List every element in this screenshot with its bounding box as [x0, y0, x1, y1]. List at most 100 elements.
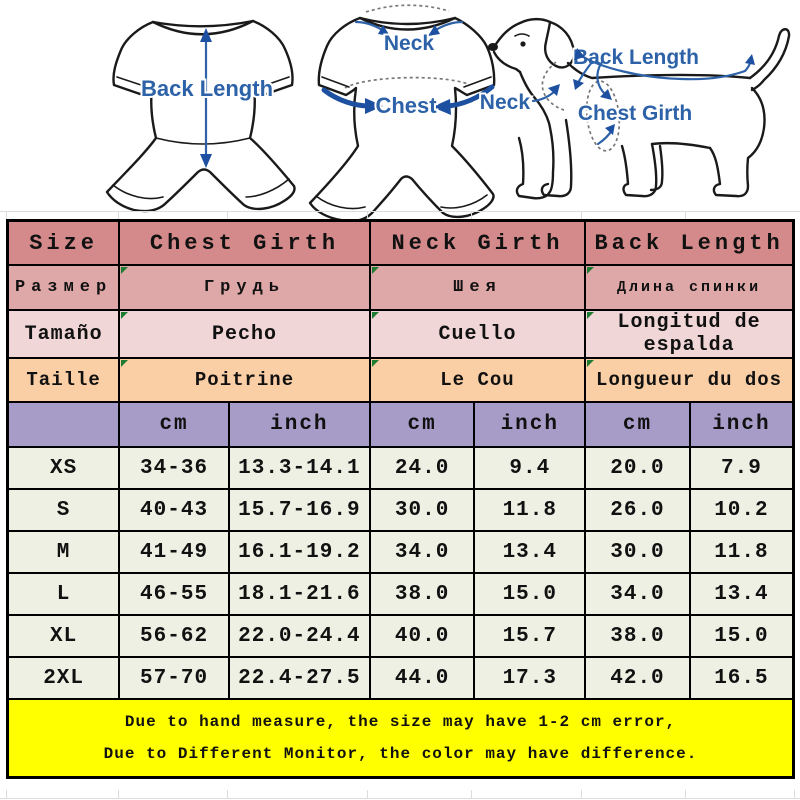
dog-back-length-label: Back Length: [573, 46, 699, 69]
header-chest-girth: Chest Girth: [118, 219, 371, 266]
back-cm-header: cm: [584, 401, 691, 448]
cell-back-inch: 16.5: [688, 656, 795, 700]
cell-neck-inch: 13.4: [473, 530, 587, 574]
grid-line: [581, 211, 582, 220]
size-row-xs: XS 34-36 13.3-14.1 24.0 9.4 20.0 7.9: [6, 446, 795, 490]
size-row-l: L 46-55 18.1-21.6 38.0 15.0 34.0 13.4: [6, 572, 795, 616]
grid-line: [471, 211, 472, 220]
cell-chest-inch: 18.1-21.6: [227, 572, 371, 616]
grid-line: [581, 790, 582, 799]
cell-back-cm: 38.0: [584, 614, 691, 658]
disclaimer-cell: Due to hand measure, the size may have 1…: [6, 698, 795, 779]
cell-size: S: [6, 488, 121, 532]
french-chest: Poitrine: [118, 357, 371, 403]
back-inch-header: inch: [688, 401, 795, 448]
grid-line: [6, 790, 7, 799]
cell-neck-cm: 30.0: [368, 488, 476, 532]
cell-size: XS: [6, 446, 121, 490]
french-neck: Le Cou: [368, 357, 587, 403]
cell-chest-cm: 40-43: [118, 488, 230, 532]
cell-chest-inch: 22.4-27.5: [227, 656, 371, 700]
cell-back-cm: 26.0: [584, 488, 691, 532]
cell-neck-inch: 17.3: [473, 656, 587, 700]
units-row: cm inch cm inch cm inch: [6, 401, 795, 448]
cell-back-inch: 11.8: [688, 530, 795, 574]
cell-corner-marker: [121, 360, 129, 367]
cell-corner-marker: [121, 267, 129, 274]
cell-neck-cm: 24.0: [368, 446, 476, 490]
cell-chest-cm: 34-36: [118, 446, 230, 490]
header-row-spanish: Tamaño Pecho Cuello Longitud de espalda: [6, 309, 795, 359]
grid-line: [367, 211, 368, 220]
cell-back-cm: 34.0: [584, 572, 691, 616]
spanish-back: Longitud de espalda: [584, 309, 795, 359]
cell-back-cm: 42.0: [584, 656, 691, 700]
russian-chest: Грудь: [118, 264, 371, 311]
grid-line: [367, 790, 368, 799]
russian-size: Размер: [6, 264, 121, 311]
cell-chest-cm: 46-55: [118, 572, 230, 616]
cell-back-inch: 15.0: [688, 614, 795, 658]
units-spacer: [6, 401, 121, 448]
spanish-size: Tamaño: [6, 309, 121, 359]
size-table: Size Chest Girth Neck Girth Back Length …: [6, 219, 795, 779]
cell-size: XL: [6, 614, 121, 658]
french-back: Longueur du dos: [584, 357, 795, 403]
cell-chest-cm: 41-49: [118, 530, 230, 574]
cell-back-cm: 30.0: [584, 530, 691, 574]
cell-chest-cm: 57-70: [118, 656, 230, 700]
french-size: Taille: [6, 357, 121, 403]
cell-neck-inch: 9.4: [473, 446, 587, 490]
cell-chest-inch: 16.1-19.2: [227, 530, 371, 574]
cell-size: M: [6, 530, 121, 574]
size-row-xl: XL 56-62 22.0-24.4 40.0 15.7 38.0 15.0: [6, 614, 795, 658]
back-length-label: Back Length: [141, 76, 273, 101]
cell-corner-marker: [371, 267, 379, 274]
measurement-diagram: Back Length Neck Chest: [105, 4, 791, 219]
cell-corner-marker: [371, 312, 379, 319]
cell-corner-marker: [587, 312, 595, 319]
garment-front-view: Neck Chest: [308, 4, 496, 219]
chest-label: Chest: [375, 93, 437, 118]
neck-inch-header: inch: [473, 401, 587, 448]
cell-neck-cm: 38.0: [368, 572, 476, 616]
header-neck-girth: Neck Girth: [368, 219, 587, 266]
cell-neck-inch: 15.0: [473, 572, 587, 616]
grid-line: [118, 790, 119, 799]
cell-back-cm: 20.0: [584, 446, 691, 490]
grid-line: [6, 211, 7, 220]
chest-inch-header: inch: [227, 401, 371, 448]
dog-neck-label: Neck: [480, 91, 531, 114]
grid-line: [118, 211, 119, 220]
cell-back-inch: 7.9: [688, 446, 795, 490]
cell-corner-marker: [587, 360, 595, 367]
grid-line: [0, 798, 800, 799]
russian-back: Длина спинки: [584, 264, 795, 311]
cell-neck-cm: 34.0: [368, 530, 476, 574]
grid-line: [685, 790, 686, 799]
cell-corner-marker: [121, 312, 129, 319]
cell-back-inch: 13.4: [688, 572, 795, 616]
neck-label: Neck: [384, 32, 435, 55]
grid-line: [794, 790, 795, 799]
cell-neck-cm: 44.0: [368, 656, 476, 700]
garment-back-view: Back Length: [105, 19, 296, 213]
header-row-french: Taille Poitrine Le Cou Longueur du dos: [6, 357, 795, 403]
header-size: Size: [6, 219, 121, 266]
russian-neck: Шея: [368, 264, 587, 311]
cell-size: L: [6, 572, 121, 616]
cell-chest-cm: 56-62: [118, 614, 230, 658]
size-row-m: M 41-49 16.1-19.2 34.0 13.4 30.0 11.8: [6, 530, 795, 574]
chest-cm-header: cm: [118, 401, 230, 448]
spanish-chest: Pecho: [118, 309, 371, 359]
cell-chest-inch: 22.0-24.4: [227, 614, 371, 658]
cell-neck-inch: 15.7: [473, 614, 587, 658]
header-back-length: Back Length: [584, 219, 795, 266]
dog-side-view: Neck Back Length Chest Girth: [478, 17, 791, 200]
cell-chest-inch: 15.7-16.9: [227, 488, 371, 532]
cell-neck-inch: 11.8: [473, 488, 587, 532]
size-row-s: S 40-43 15.7-16.9 30.0 11.8 26.0 10.2: [6, 488, 795, 532]
grid-line: [0, 211, 800, 212]
spanish-neck: Cuello: [368, 309, 587, 359]
